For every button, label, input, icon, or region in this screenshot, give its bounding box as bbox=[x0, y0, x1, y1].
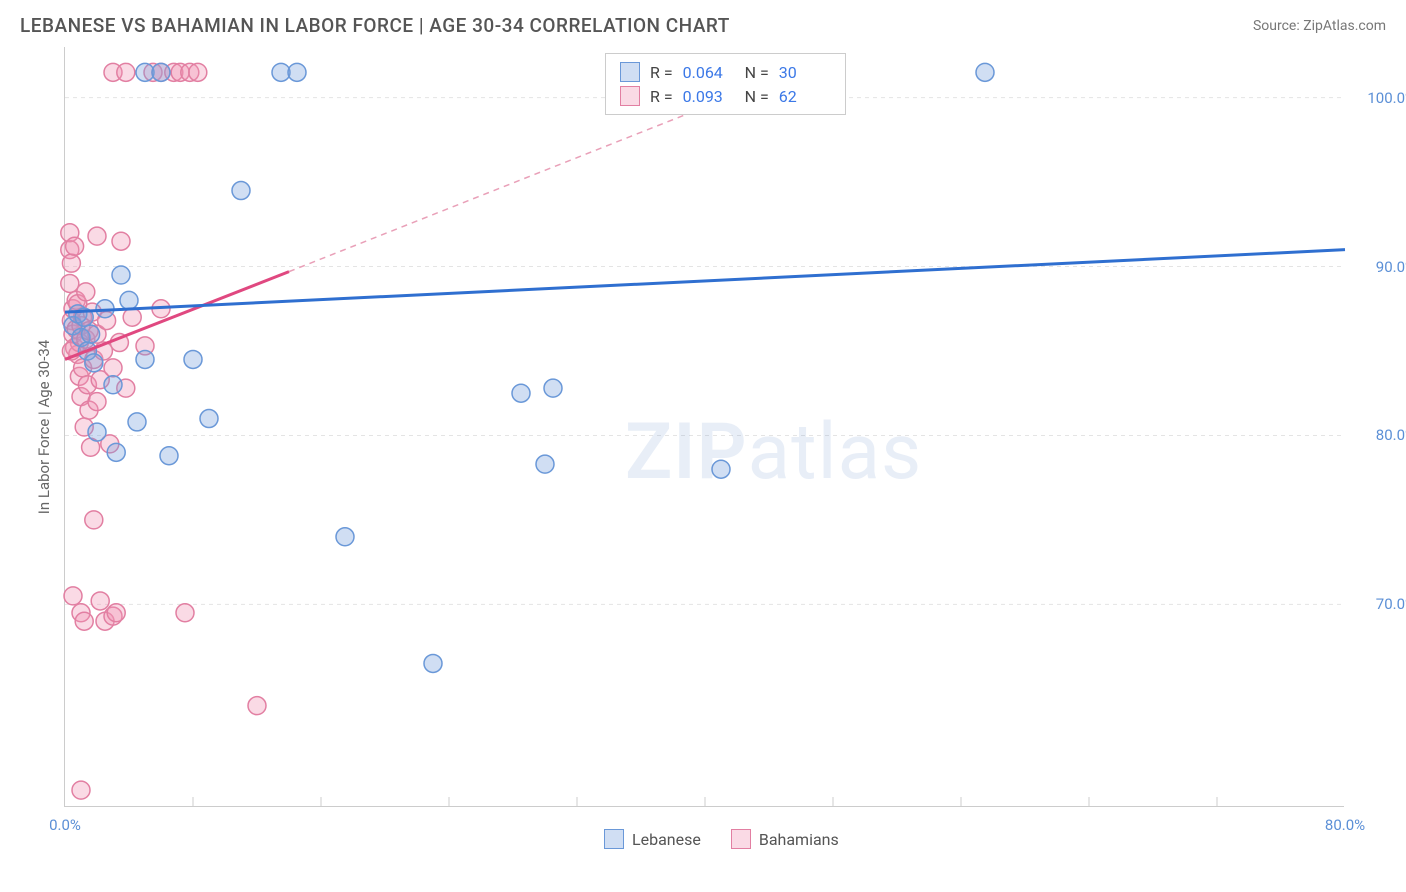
series-legend-item: Bahamians bbox=[731, 829, 839, 849]
data-point bbox=[88, 393, 106, 411]
data-point bbox=[88, 423, 106, 441]
data-point bbox=[88, 227, 106, 245]
series-name: Lebanese bbox=[632, 830, 701, 849]
data-point bbox=[544, 379, 562, 397]
legend-swatch bbox=[731, 829, 751, 849]
x-tick-label: 80.0% bbox=[1325, 816, 1365, 834]
legend-row: R = 0.064 N = 30 bbox=[620, 60, 831, 84]
trend-line bbox=[65, 250, 1345, 312]
correlation-legend: R = 0.064 N = 30 R = 0.093 N = 62 bbox=[605, 53, 846, 115]
data-point bbox=[91, 592, 109, 610]
data-point bbox=[200, 410, 218, 428]
data-point bbox=[512, 384, 530, 402]
data-point bbox=[128, 413, 146, 431]
data-point bbox=[184, 350, 202, 368]
data-point bbox=[77, 283, 95, 301]
series-legend: Lebanese Bahamians bbox=[604, 829, 839, 849]
x-tick-label: 0.0% bbox=[49, 816, 81, 834]
data-point bbox=[64, 587, 82, 605]
data-point bbox=[123, 308, 141, 326]
plot-svg bbox=[65, 47, 1345, 807]
data-point bbox=[66, 237, 84, 255]
data-point bbox=[136, 350, 154, 368]
legend-r-value: 0.064 bbox=[683, 63, 735, 82]
data-point bbox=[536, 455, 554, 473]
trend-line-dashed bbox=[289, 94, 737, 271]
y-tick-label: 100.0% bbox=[1367, 89, 1406, 107]
legend-swatch bbox=[620, 62, 640, 82]
series-name: Bahamians bbox=[759, 830, 839, 849]
data-point bbox=[152, 63, 170, 81]
data-point bbox=[160, 447, 178, 465]
y-tick-label: 90.0% bbox=[1376, 258, 1406, 276]
data-point bbox=[424, 654, 442, 672]
y-tick-label: 70.0% bbox=[1376, 595, 1406, 613]
plot-region: ZIPatlas R =0.064N =30R =0.093N =62 70.0… bbox=[64, 47, 1344, 807]
data-point bbox=[117, 63, 135, 81]
y-tick-label: 80.0% bbox=[1376, 426, 1406, 444]
chart-title: LEBANESE VS BAHAMIAN IN LABOR FORCE | AG… bbox=[20, 14, 730, 37]
legend-swatch bbox=[620, 86, 640, 106]
data-point bbox=[72, 781, 90, 799]
legend-r-value: 0.093 bbox=[683, 87, 735, 106]
legend-r-label: R = bbox=[650, 63, 673, 82]
data-point bbox=[107, 443, 125, 461]
legend-row: R = 0.093 N = 62 bbox=[620, 84, 831, 108]
data-point bbox=[189, 63, 207, 81]
data-point bbox=[336, 528, 354, 546]
data-point bbox=[104, 359, 122, 377]
data-point bbox=[976, 63, 994, 81]
legend-swatch bbox=[604, 829, 624, 849]
source-label: Source: ZipAtlas.com bbox=[1253, 18, 1386, 34]
data-point bbox=[104, 376, 122, 394]
data-point bbox=[112, 232, 130, 250]
data-point bbox=[82, 325, 100, 343]
chart-area: In Labor Force | Age 30-34 ZIPatlas R =0… bbox=[20, 47, 1406, 867]
legend-n-label: N = bbox=[745, 87, 769, 106]
legend-n-label: N = bbox=[745, 63, 769, 82]
data-point bbox=[107, 604, 125, 622]
legend-n-value: 30 bbox=[779, 63, 831, 82]
legend-n-value: 62 bbox=[779, 87, 831, 106]
data-point bbox=[112, 266, 130, 284]
data-point bbox=[61, 274, 79, 292]
y-axis-label: In Labor Force | Age 30-34 bbox=[35, 340, 53, 514]
data-point bbox=[62, 254, 80, 272]
data-point bbox=[712, 460, 730, 478]
data-point bbox=[232, 182, 250, 200]
data-point bbox=[85, 511, 103, 529]
data-point bbox=[120, 291, 138, 309]
data-point bbox=[75, 612, 93, 630]
data-point bbox=[85, 354, 103, 372]
legend-r-label: R = bbox=[650, 87, 673, 106]
data-point bbox=[176, 604, 194, 622]
series-legend-item: Lebanese bbox=[604, 829, 701, 849]
data-point bbox=[248, 697, 266, 715]
data-point bbox=[288, 63, 306, 81]
